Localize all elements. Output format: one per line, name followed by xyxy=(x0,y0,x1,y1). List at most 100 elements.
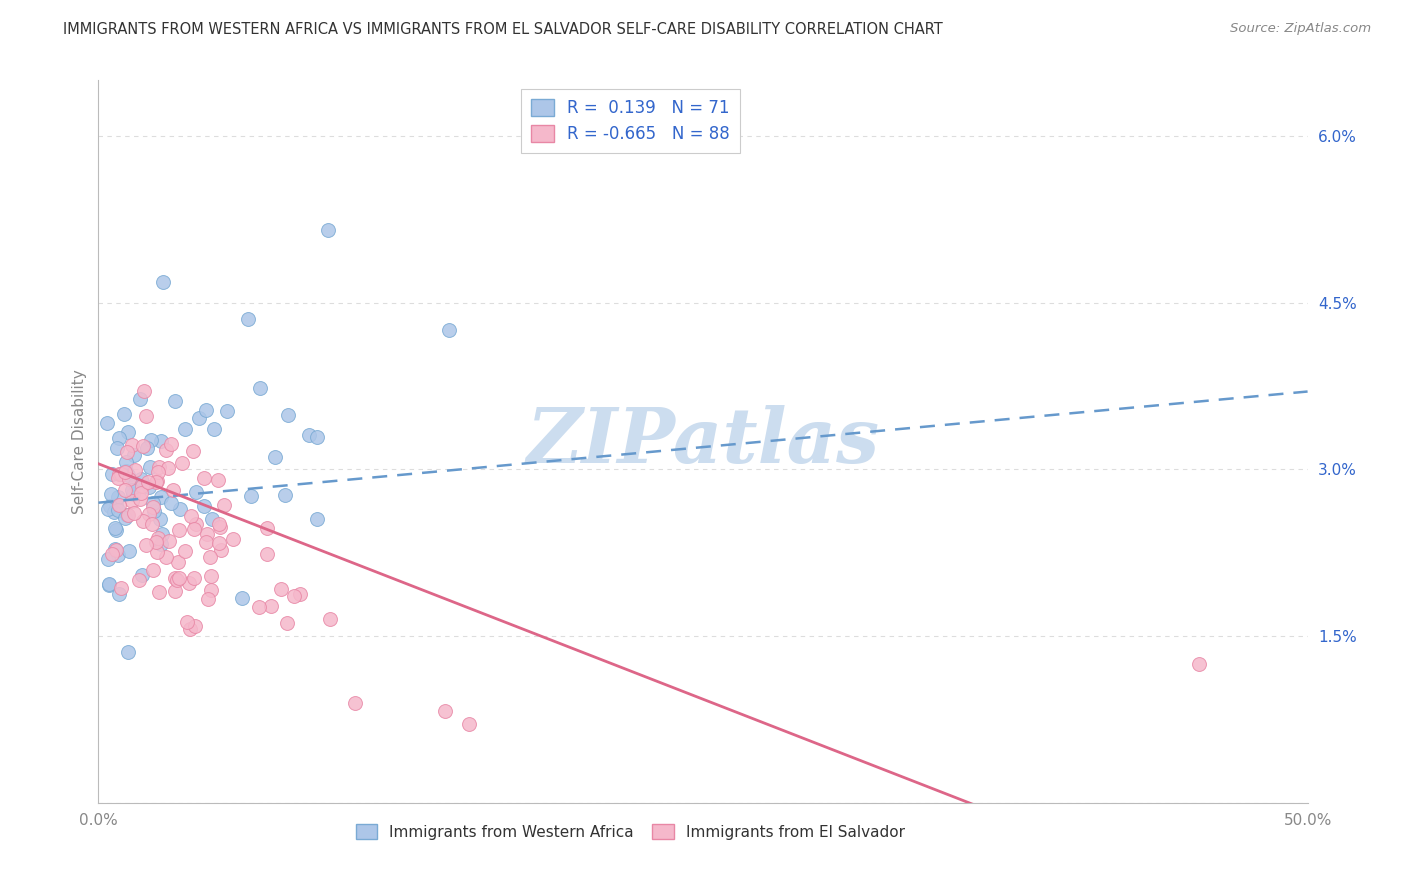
Point xyxy=(114,455,136,469)
Point xyxy=(193,470,215,484)
Point xyxy=(131,478,153,492)
Point xyxy=(117,468,139,483)
Point xyxy=(183,571,205,585)
Point xyxy=(117,425,139,439)
Point xyxy=(139,460,162,475)
Legend: Immigrants from Western Africa, Immigrants from El Salvador: Immigrants from Western Africa, Immigran… xyxy=(350,818,911,846)
Point xyxy=(101,467,124,482)
Point xyxy=(122,506,145,520)
Point xyxy=(122,448,145,462)
Point xyxy=(107,471,129,485)
Point xyxy=(142,500,165,515)
Point xyxy=(108,498,131,512)
Point xyxy=(150,490,173,504)
Point xyxy=(217,403,239,417)
Point xyxy=(187,411,209,425)
Point xyxy=(114,483,136,498)
Point xyxy=(129,486,152,500)
Point xyxy=(122,487,145,501)
Point xyxy=(105,441,128,455)
Point xyxy=(145,475,167,490)
Point xyxy=(176,615,198,629)
Point xyxy=(149,434,172,448)
Point xyxy=(160,495,183,509)
Point xyxy=(155,443,177,458)
Point xyxy=(107,490,129,504)
Point xyxy=(96,416,118,430)
Point xyxy=(135,538,157,552)
Point xyxy=(167,556,190,570)
Point xyxy=(177,576,200,591)
Point xyxy=(208,520,231,534)
Point xyxy=(165,394,187,409)
Point xyxy=(201,512,224,526)
Point xyxy=(174,422,197,436)
Point xyxy=(247,599,270,614)
Point xyxy=(239,489,262,503)
Y-axis label: Self-Care Disability: Self-Care Disability xyxy=(72,369,87,514)
Point xyxy=(180,508,202,523)
Point xyxy=(193,499,215,513)
Point xyxy=(200,582,222,597)
Point xyxy=(148,459,170,474)
Text: Source: ZipAtlas.com: Source: ZipAtlas.com xyxy=(1230,22,1371,36)
Point xyxy=(129,491,152,506)
Point xyxy=(145,535,167,549)
Point xyxy=(146,474,169,488)
Point xyxy=(169,571,191,585)
Point xyxy=(172,456,194,470)
Point xyxy=(139,433,162,447)
Point xyxy=(117,645,139,659)
Point xyxy=(264,450,287,465)
Point xyxy=(142,563,165,577)
Point xyxy=(277,408,299,422)
Point xyxy=(138,507,160,521)
Point xyxy=(194,535,217,549)
Point xyxy=(103,505,125,519)
Point xyxy=(117,508,139,522)
Point xyxy=(155,549,177,564)
Point xyxy=(221,533,243,547)
Point xyxy=(121,483,143,498)
Point xyxy=(184,619,207,633)
Point xyxy=(208,516,231,531)
Point xyxy=(104,543,127,558)
Point xyxy=(433,704,456,718)
Point xyxy=(194,403,217,417)
Point xyxy=(108,467,131,482)
Point xyxy=(208,536,231,550)
Point xyxy=(197,592,219,607)
Point xyxy=(141,516,163,531)
Point xyxy=(316,223,339,237)
Point xyxy=(146,465,169,479)
Point xyxy=(298,428,321,442)
Point xyxy=(107,548,129,562)
Point xyxy=(270,582,292,596)
Point xyxy=(97,502,120,516)
Point xyxy=(104,521,127,535)
Point xyxy=(163,584,186,599)
Point xyxy=(249,381,271,395)
Point xyxy=(108,586,131,600)
Point xyxy=(114,465,136,479)
Point xyxy=(112,408,135,422)
Point xyxy=(121,494,143,508)
Point xyxy=(132,439,155,453)
Point xyxy=(212,499,235,513)
Point xyxy=(256,547,278,561)
Point xyxy=(307,512,329,526)
Point xyxy=(319,612,342,626)
Point xyxy=(150,527,173,541)
Point xyxy=(184,517,207,532)
Point xyxy=(107,503,129,517)
Point xyxy=(98,500,121,514)
Point xyxy=(101,547,124,561)
Point xyxy=(260,599,283,613)
Point xyxy=(202,421,225,435)
Point xyxy=(209,543,232,558)
Point xyxy=(132,515,155,529)
Point xyxy=(152,275,174,289)
Point xyxy=(198,550,221,565)
Point xyxy=(276,616,298,631)
Point xyxy=(142,504,165,518)
